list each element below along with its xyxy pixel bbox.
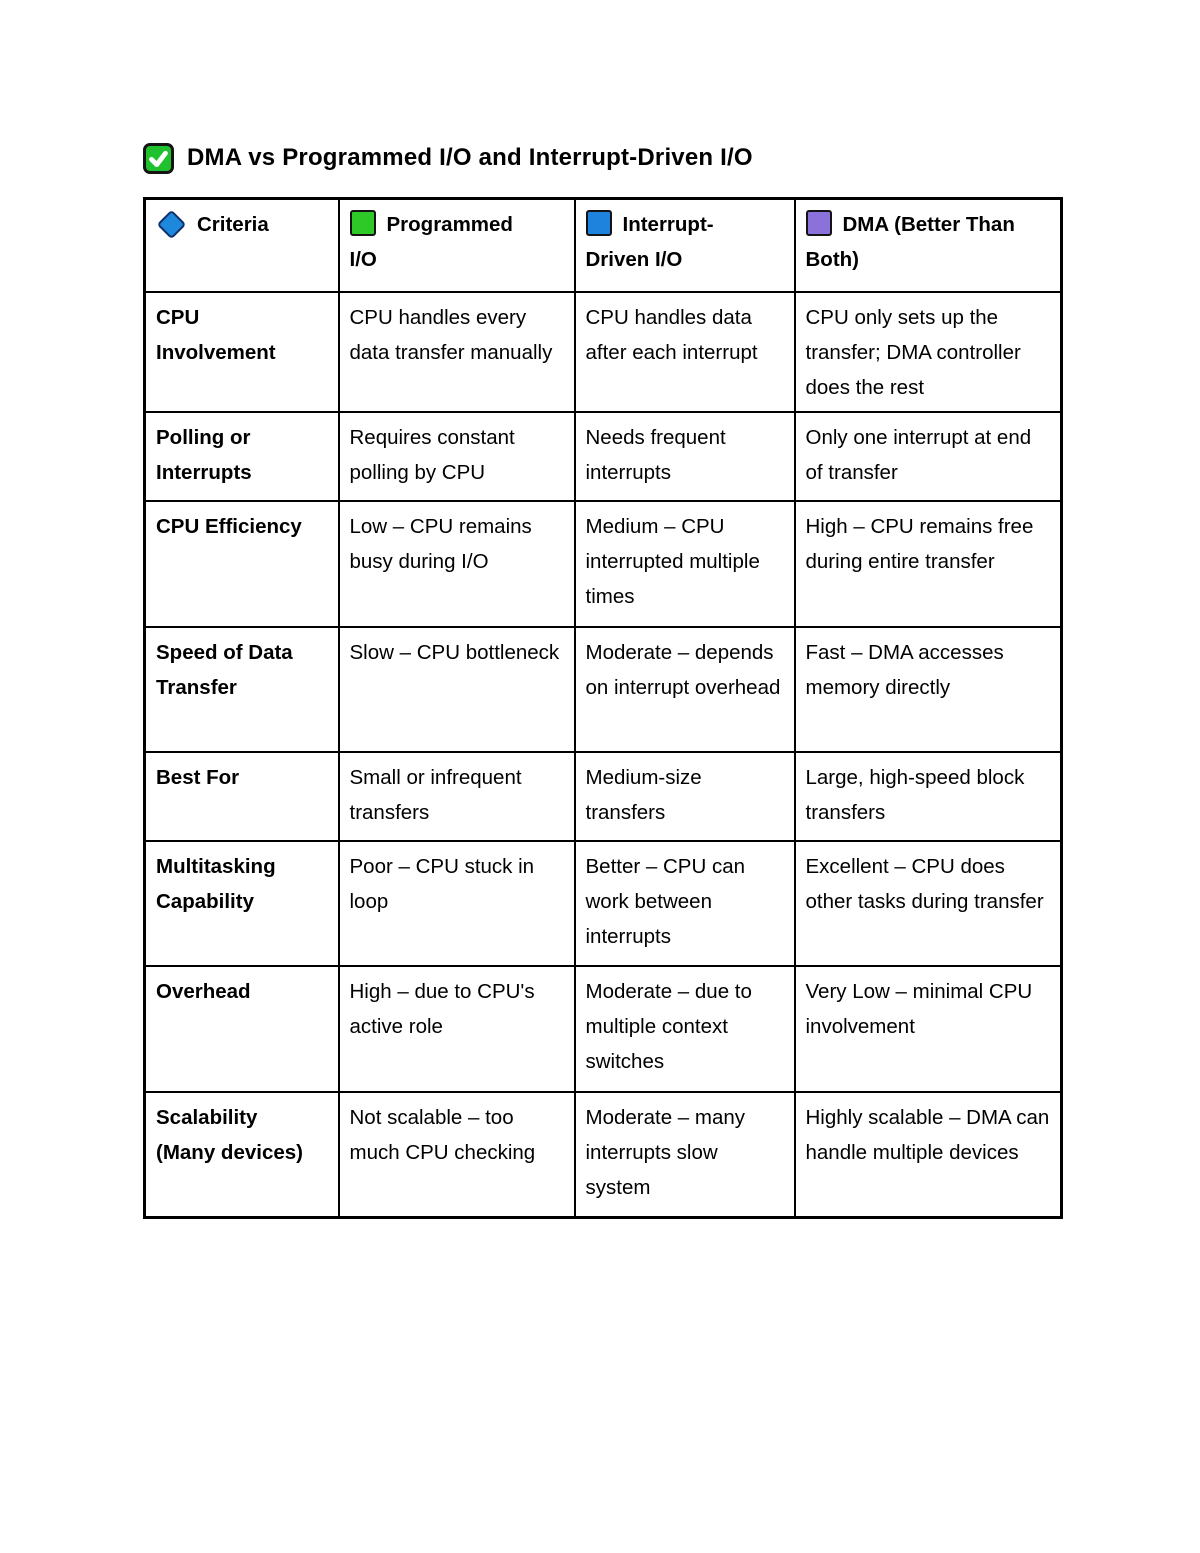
table-row-best-for: Best For Small or infrequent transfers M… bbox=[143, 750, 1063, 842]
table-row-cpu-efficiency: CPU Efficiency Low – CPU remains busy du… bbox=[143, 499, 1063, 628]
table-row-polling-or-interrupts: Polling or Interrupts Requires constant … bbox=[143, 410, 1063, 502]
green-square-icon bbox=[349, 210, 376, 236]
dma-cell: Only one interrupt at end of transfer bbox=[793, 410, 1063, 502]
document-page: DMA vs Programmed I/O and Interrupt-Driv… bbox=[143, 141, 1063, 1219]
page-title: DMA vs Programmed I/O and Interrupt-Driv… bbox=[143, 141, 1063, 175]
dma-cell: CPU only sets up the transfer; DMA contr… bbox=[793, 290, 1063, 413]
criteria-cell: Scalability (Many devices) bbox=[143, 1090, 340, 1219]
programmed-io-cell: High – due to CPU's active role bbox=[337, 964, 576, 1093]
interrupt-driven-io-cell: Medium – CPU interrupted multiple times bbox=[573, 499, 796, 628]
criteria-cell: CPU Efficiency bbox=[143, 499, 340, 628]
column-header-label: Criteria bbox=[197, 213, 269, 236]
criteria-cell: Overhead bbox=[143, 964, 340, 1093]
blue-square-icon bbox=[585, 210, 612, 236]
programmed-io-cell: Low – CPU remains busy during I/O bbox=[337, 499, 576, 628]
column-header-label: DMA (Better Than Both) bbox=[805, 213, 1015, 271]
check-mark-icon bbox=[143, 142, 174, 174]
dma-cell: Very Low – minimal CPU involvement bbox=[793, 964, 1063, 1093]
interrupt-driven-io-cell: Better – CPU can work between interrupts bbox=[573, 839, 796, 967]
table-row-overhead: Overhead High – due to CPU's active role… bbox=[143, 964, 1063, 1093]
criteria-cell: Polling or Interrupts bbox=[143, 410, 340, 502]
table-row-multitasking-capability: Multitasking Capability Poor – CPU stuck… bbox=[143, 839, 1063, 967]
interrupt-driven-io-cell: Moderate – depends on interrupt overhead bbox=[573, 625, 796, 753]
purple-square-icon bbox=[805, 210, 832, 236]
programmed-io-cell: Not scalable – too much CPU checking bbox=[337, 1090, 576, 1219]
dma-cell: High – CPU remains free during entire tr… bbox=[793, 499, 1063, 628]
column-header-interrupt-driven-io: Interrupt- Driven I/O bbox=[573, 197, 796, 293]
column-header-criteria: Criteria bbox=[143, 197, 340, 293]
column-header-label: Programmed I/O bbox=[349, 213, 513, 271]
header-row: Criteria Programmed I/O Interrupt- Drive… bbox=[143, 197, 1063, 293]
programmed-io-cell: Slow – CPU bottleneck bbox=[337, 625, 576, 753]
dma-cell: Fast – DMA accesses memory directly bbox=[793, 625, 1063, 753]
dma-cell: Large, high-speed block transfers bbox=[793, 750, 1063, 842]
column-header-programmed-io: Programmed I/O bbox=[337, 197, 576, 293]
interrupt-driven-io-cell: Needs frequent interrupts bbox=[573, 410, 796, 502]
programmed-io-cell: Requires constant polling by CPU bbox=[337, 410, 576, 502]
programmed-io-cell: CPU handles every data transfer manually bbox=[337, 290, 576, 413]
interrupt-driven-io-cell: Medium-size transfers bbox=[573, 750, 796, 842]
table-row-scalability: Scalability (Many devices) Not scalable … bbox=[143, 1090, 1063, 1219]
criteria-cell: Multitasking Capability bbox=[143, 839, 340, 967]
page-title-text: DMA vs Programmed I/O and Interrupt-Driv… bbox=[187, 144, 753, 171]
interrupt-driven-io-cell: CPU handles data after each interrupt bbox=[573, 290, 796, 413]
criteria-cell: CPU Involvement bbox=[143, 290, 340, 413]
blue-diamond-icon bbox=[156, 209, 187, 240]
criteria-cell: Best For bbox=[143, 750, 340, 842]
interrupt-driven-io-cell: Moderate – many interrupts slow system bbox=[573, 1090, 796, 1219]
column-header-dma: DMA (Better Than Both) bbox=[793, 197, 1063, 293]
comparison-table: Criteria Programmed I/O Interrupt- Drive… bbox=[143, 197, 1063, 1219]
programmed-io-cell: Poor – CPU stuck in loop bbox=[337, 839, 576, 967]
criteria-cell: Speed of Data Transfer bbox=[143, 625, 340, 753]
dma-cell: Highly scalable – DMA can handle multipl… bbox=[793, 1090, 1063, 1219]
table-row-speed-of-data-transfer: Speed of Data Transfer Slow – CPU bottle… bbox=[143, 625, 1063, 753]
programmed-io-cell: Small or infrequent transfers bbox=[337, 750, 576, 842]
table-row-cpu-involvement: CPU Involvement CPU handles every data t… bbox=[143, 290, 1063, 413]
column-header-label: Interrupt- Driven I/O bbox=[585, 213, 714, 271]
interrupt-driven-io-cell: Moderate – due to multiple context switc… bbox=[573, 964, 796, 1093]
dma-cell: Excellent – CPU does other tasks during … bbox=[793, 839, 1063, 967]
